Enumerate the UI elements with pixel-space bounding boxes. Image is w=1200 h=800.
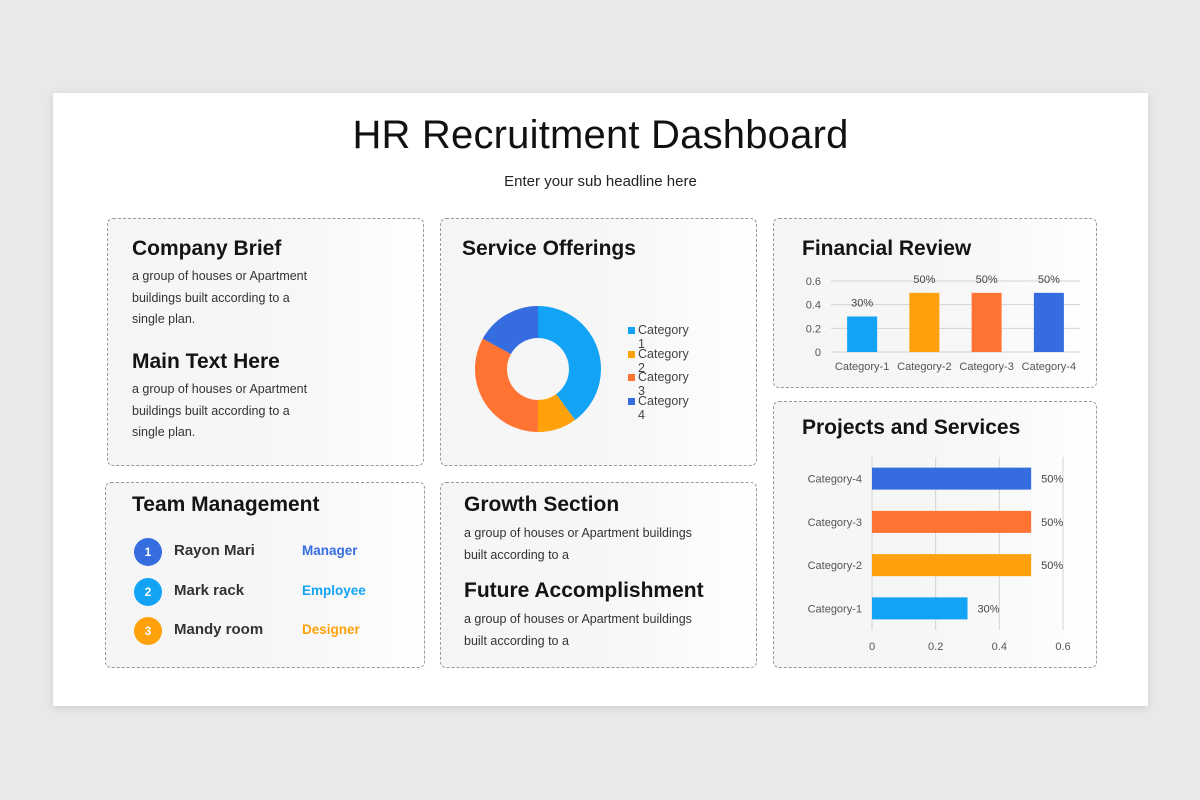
donut-slice-1 [538,306,601,420]
x-tick-label: Category-1 [835,361,889,373]
company-brief-title: Company Brief [132,237,282,260]
bar-category-1 [872,597,968,620]
x-tick-label: 0.6 [1055,641,1070,653]
y-tick-label: Category-2 [808,560,862,572]
team-management-title: Team Management [132,493,320,516]
projects-services-card: Projects and Services 0 0.2 0.4 0.6 Category… [773,401,1097,668]
projects-bar-chart: 0 0.2 0.4 0.6 Category-1 30% Category-2 50% Cate… [808,457,1071,653]
company-brief-card: Company Brief a group of houses or Apart… [107,218,424,466]
y-tick-label: Category-3 [808,517,862,529]
team-member-1: 1 Rayon Mari Manager [134,538,394,568]
main-text-body: a group of houses or Apartment buildings… [132,382,308,439]
legend-swatch-2 [628,350,635,358]
service-offerings-card: Service Offerings Category 1 Category 2 … [440,218,757,466]
data-label: 50% [976,274,998,286]
x-tick-label: Category-2 [897,361,951,373]
y-tick-label: 0.4 [806,300,821,312]
bar-category-2 [909,292,940,352]
legend-swatch-4 [628,397,635,405]
member-role: Designer [302,622,360,637]
legend-label-3: Category 3 [638,370,689,398]
growth-section-card: Growth Section a group of houses or Apar… [440,482,757,668]
member-number-badge: 1 [134,538,162,566]
data-label: 30% [978,603,1000,615]
y-tick-label: 0 [815,347,821,359]
donut-slice-2 [538,394,576,432]
financial-bar-chart: 0 0.2 0.4 0.6 30% Category-1 50% Category-2 50% C… [806,274,1080,373]
data-label: 30% [851,298,873,310]
page-subtitle: Enter your sub headline here [504,173,697,190]
bar-category-1 [847,316,878,352]
legend-swatch-3 [628,374,635,381]
data-label: 50% [1041,474,1063,486]
member-name: Rayon Mari [174,542,255,559]
member-name: Mandy room [174,621,264,638]
growth-section-title: Growth Section [464,493,620,516]
team-member-2: 2 Mark rack Employee [134,578,394,608]
member-number-badge: 3 [134,617,162,645]
x-tick-label: 0.4 [992,641,1007,653]
member-name: Mark rack [174,582,245,599]
team-management-card: Team Management 1 Rayon Mari Manager 2 M… [105,482,425,668]
team-member-3: 3 Mandy room Designer [134,617,394,647]
data-label: 50% [1041,517,1063,529]
data-label: 50% [1041,560,1063,572]
company-brief-text: a group of houses or Apartment buildings… [132,269,308,326]
member-role: Manager [302,543,358,558]
donut-chart [475,306,601,432]
member-number-badge: 2 [134,578,162,606]
x-tick-label: 0.2 [928,641,943,653]
future-accomplishment-text: a group of houses or Apartment buildings… [464,612,692,648]
dashboard-slide: HR Recruitment Dashboard Enter your sub … [53,93,1148,706]
page-title: HR Recruitment Dashboard [352,113,849,157]
legend-swatch-1 [628,327,635,334]
legend-label-2: Category 2 [638,346,689,375]
y-tick-label: 0.6 [806,276,821,288]
member-role: Employee [302,583,366,598]
bar-category-4 [1033,292,1064,352]
financial-review-card: Financial Review 0 0.2 0.4 0.6 30% Category-1… [773,218,1097,388]
x-tick-label: Category-3 [959,361,1013,373]
x-tick-label: 0 [869,641,875,653]
service-offerings-title: Service Offerings [462,237,636,260]
future-accomplishment-title: Future Accomplishment [464,579,704,602]
legend-label-1: Category 1 [638,323,689,351]
y-tick-label: 0.2 [806,323,821,335]
x-tick-label: Category-4 [1022,361,1076,373]
main-text-title: Main Text Here [132,350,280,373]
data-label: 50% [1038,274,1060,286]
y-tick-label: Category-4 [808,474,862,486]
donut-slice-3 [475,338,538,432]
growth-section-text: a group of houses or Apartment buildings… [464,526,692,562]
bar-category-3 [971,292,1002,352]
bar-category-3 [872,510,1032,533]
legend-label-4: Category 4 [638,393,689,422]
bar-category-4 [872,467,1032,490]
donut-slice-4 [482,306,538,355]
financial-review-title: Financial Review [802,237,972,260]
y-tick-label: Category-1 [808,603,862,615]
data-label: 50% [913,274,935,286]
projects-services-title: Projects and Services [802,416,1021,439]
bar-category-2 [872,554,1032,577]
